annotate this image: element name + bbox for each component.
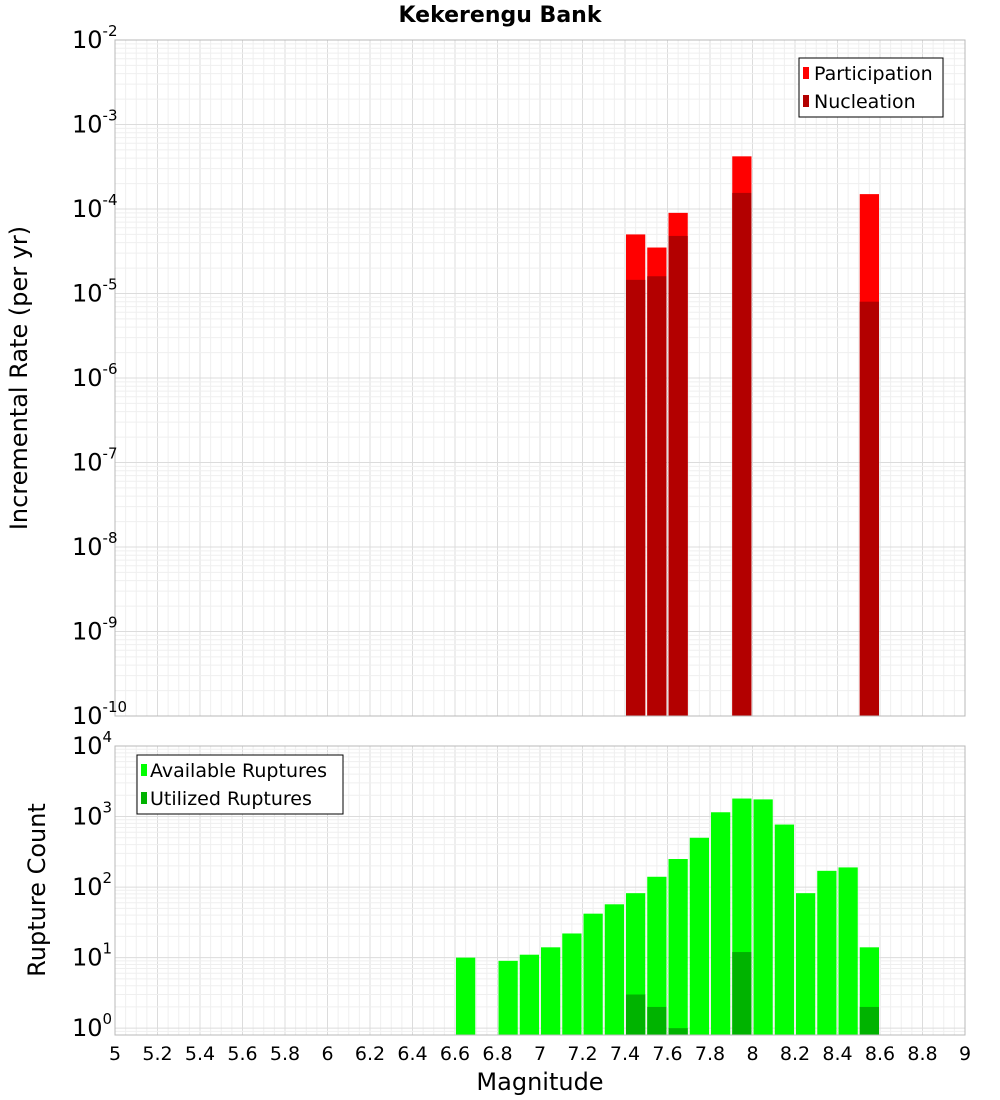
- legend-swatch-available: [141, 764, 147, 776]
- top-grid: [114, 39, 966, 717]
- top-legend: Participation Nucleation: [798, 57, 944, 118]
- legend-label-participation: Participation: [814, 63, 933, 85]
- bar-utilized-ruptures: [626, 994, 646, 1035]
- x-tick-label: 7.2: [567, 1043, 597, 1065]
- bar-utilized-ruptures: [859, 1006, 879, 1035]
- x-tick-label: 5.8: [270, 1043, 300, 1065]
- bar-available-ruptures: [456, 957, 476, 1035]
- bar-available-ruptures: [562, 933, 582, 1035]
- bar-utilized-ruptures: [647, 1006, 667, 1035]
- legend-label-available: Available Ruptures: [150, 760, 327, 782]
- x-axis-label: Magnitude: [476, 1068, 603, 1096]
- x-tick-label: 6.8: [482, 1043, 512, 1065]
- y-tick-label: 101: [72, 940, 112, 972]
- x-tick-label: 6: [321, 1043, 333, 1065]
- y-tick-label: 10-3: [72, 107, 118, 139]
- bar-available-ruptures: [583, 913, 603, 1035]
- y-tick-label: 103: [72, 799, 112, 831]
- bar-available-ruptures: [604, 904, 624, 1035]
- bar-nucleation: [647, 276, 667, 716]
- x-tick-label: 7.4: [610, 1043, 640, 1065]
- x-tick-label: 5.6: [227, 1043, 257, 1065]
- bar-available-ruptures: [838, 867, 858, 1035]
- x-tick-label: 5.4: [185, 1043, 215, 1065]
- bar-available-ruptures: [774, 824, 794, 1035]
- bottom-panel: 100 101 102 103 104 5 5.2 5.4 5.6 5.8 6 6.2 6.4 6.6 6…: [23, 728, 971, 1096]
- bar-nucleation: [732, 192, 752, 716]
- bar-nucleation: [859, 301, 879, 716]
- bar-available-ruptures: [668, 859, 688, 1035]
- bar-utilized-ruptures: [732, 952, 752, 1035]
- y-tick-label: 104: [72, 728, 112, 760]
- x-tick-label: 8.2: [780, 1043, 810, 1065]
- chart-title: Kekerengu Bank: [399, 3, 603, 28]
- top-legend-box: [798, 57, 944, 118]
- bottom-legend: Available Ruptures Utilized Ruptures: [136, 754, 344, 815]
- y-tick-label: 10-4: [72, 191, 118, 223]
- x-tick-label: 7.8: [695, 1043, 725, 1065]
- x-tick-labels: 5 5.2 5.4 5.6 5.8 6 6.2 6.4 6.6 6.8 7 7.2 7.4 7.6 7.8 8…: [109, 1043, 971, 1065]
- bottom-y-axis-label: Rupture Count: [23, 803, 51, 977]
- bar-available-ruptures: [817, 870, 837, 1035]
- y-tick-label: 10-7: [72, 445, 118, 477]
- x-tick-label: 7: [534, 1043, 546, 1065]
- y-tick-label: 10-6: [72, 360, 118, 392]
- x-tick-label: 5: [109, 1043, 121, 1065]
- x-tick-label: 7.6: [652, 1043, 682, 1065]
- x-tick-label: 6.2: [355, 1043, 385, 1065]
- x-tick-label: 6.4: [397, 1043, 427, 1065]
- bottom-bars: [456, 798, 879, 1035]
- legend-label-utilized: Utilized Ruptures: [150, 788, 312, 810]
- legend-swatch-participation: [803, 67, 809, 79]
- bar-utilized-ruptures: [668, 1028, 688, 1035]
- x-tick-label: 5.2: [142, 1043, 172, 1065]
- bar-nucleation: [668, 235, 688, 716]
- top-plot-frame: [114, 39, 966, 717]
- bar-nucleation: [626, 279, 646, 716]
- bar-available-ruptures: [519, 954, 539, 1035]
- y-tick-label: 10-9: [72, 614, 118, 646]
- bar-available-ruptures: [753, 799, 773, 1035]
- bar-available-ruptures: [498, 960, 518, 1035]
- y-tick-label: 10-8: [72, 529, 118, 561]
- top-y-tick-labels: 10-10 10-9 10-8 10-7 10-6 10-5 10-4 10-3 10-2: [72, 22, 127, 730]
- top-panel: 10-10 10-9 10-8 10-7 10-6 10-5 10-4 10-3 10-2 In…: [5, 22, 966, 730]
- x-tick-label: 8: [746, 1043, 758, 1065]
- bar-available-ruptures: [711, 812, 731, 1035]
- y-tick-label: 10-5: [72, 276, 118, 308]
- bar-available-ruptures: [541, 947, 561, 1035]
- bar-available-ruptures: [647, 876, 667, 1035]
- x-tick-label: 8.6: [865, 1043, 895, 1065]
- bar-available-ruptures: [689, 837, 709, 1035]
- x-tick-label: 8.4: [822, 1043, 852, 1065]
- top-bars: [626, 156, 879, 717]
- y-tick-label: 102: [72, 869, 112, 901]
- y-tick-label: 10-2: [72, 22, 118, 54]
- bottom-legend-box: [136, 754, 344, 815]
- x-tick-label: 8.8: [907, 1043, 937, 1065]
- legend-swatch-nucleation: [803, 95, 809, 107]
- x-tick-label: 9: [959, 1043, 971, 1065]
- y-tick-label: 10-10: [72, 698, 127, 730]
- bottom-plot-frame: [114, 745, 966, 1036]
- bar-available-ruptures: [796, 893, 816, 1035]
- y-tick-label: 100: [72, 1010, 112, 1042]
- bottom-y-tick-labels: 100 101 102 103 104: [72, 728, 112, 1042]
- legend-swatch-utilized: [141, 792, 147, 804]
- x-tick-label: 6.6: [440, 1043, 470, 1065]
- legend-label-nucleation: Nucleation: [814, 91, 916, 113]
- top-y-axis-label: Incremental Rate (per yr): [5, 226, 33, 530]
